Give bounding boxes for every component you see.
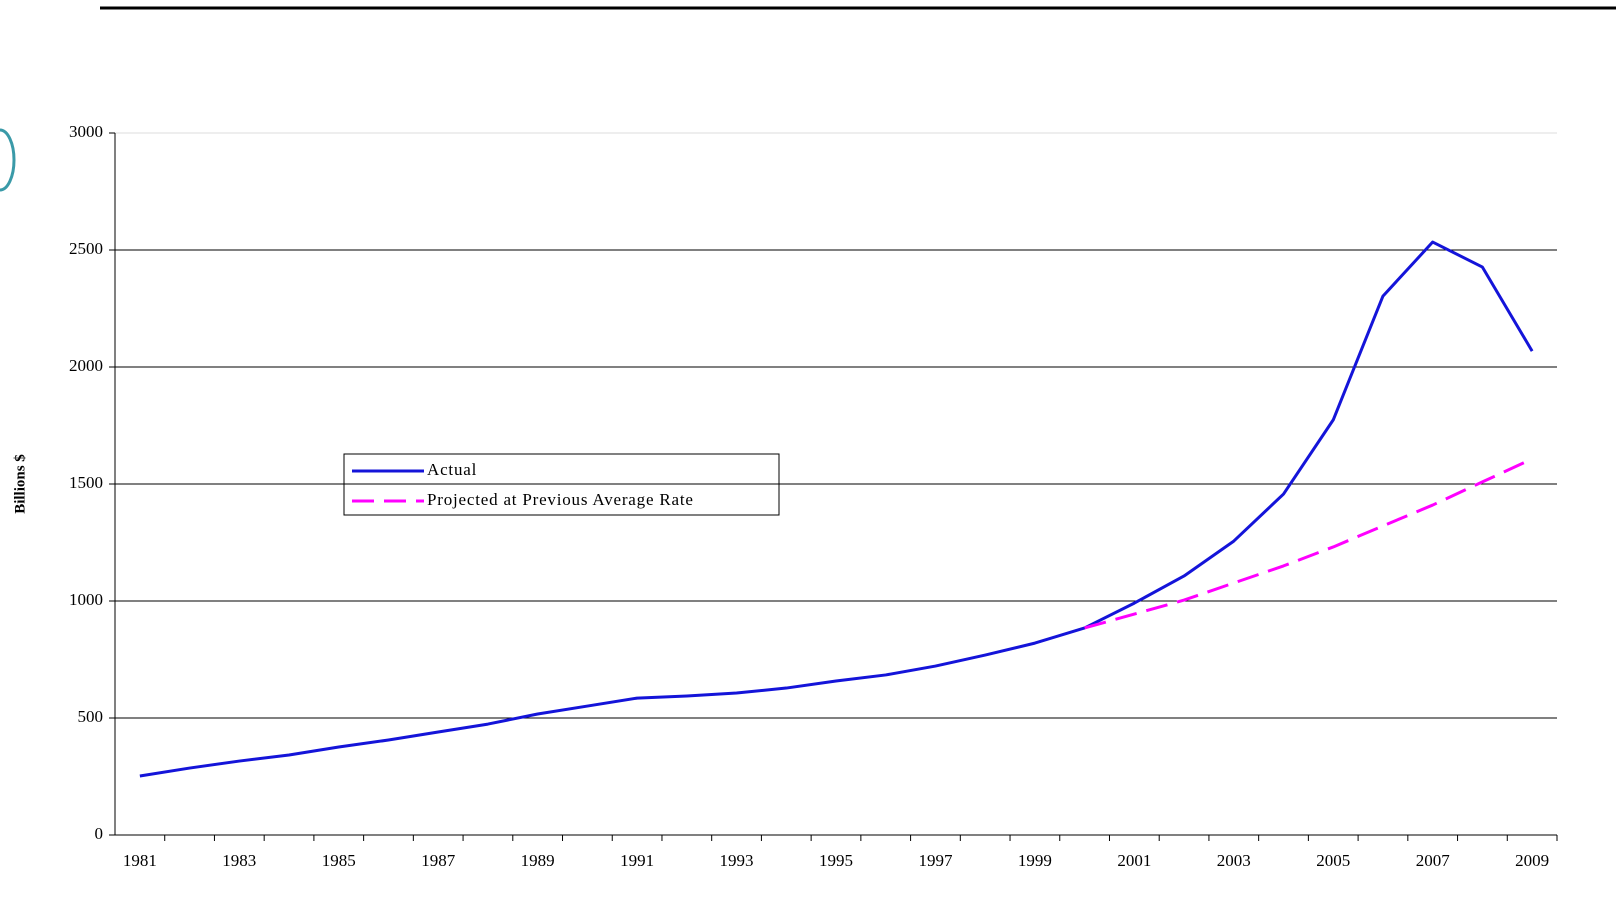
x-tick-label: 2007: [1416, 851, 1451, 870]
y-tick-label: 2500: [69, 239, 103, 258]
y-tick-label: 0: [95, 824, 104, 843]
series-line: [139, 240, 1534, 778]
y-tick-label: 1500: [69, 473, 103, 492]
x-tick-label: 1989: [521, 851, 555, 870]
x-tick-label: 2003: [1217, 851, 1251, 870]
x-tick-label: 1997: [918, 851, 953, 870]
x-tick-label: 2001: [1117, 851, 1151, 870]
x-tick-label: 1981: [123, 851, 157, 870]
x-tick-label: 2009: [1515, 851, 1549, 870]
x-tick-label: 1995: [819, 851, 853, 870]
y-tick-label: 1000: [69, 590, 103, 609]
legend-label: Actual: [427, 460, 477, 479]
x-tick-label: 1987: [421, 851, 456, 870]
x-tick-label: 1993: [720, 851, 754, 870]
y-tick-label: 500: [78, 707, 104, 726]
x-tick-label: 1991: [620, 851, 654, 870]
x-tick-label: 1999: [1018, 851, 1052, 870]
x-tick-label: 2005: [1316, 851, 1350, 870]
legend-label: Projected at Previous Average Rate: [427, 490, 694, 509]
x-tick-label: 1983: [222, 851, 256, 870]
y-axis-label: Billions $: [12, 454, 28, 514]
y-tick-label: 3000: [69, 122, 103, 141]
x-tick-label: 1985: [322, 851, 356, 870]
y-tick-label: 2000: [69, 356, 103, 375]
series-line: [1084, 457, 1533, 630]
decoration: [0, 128, 16, 192]
